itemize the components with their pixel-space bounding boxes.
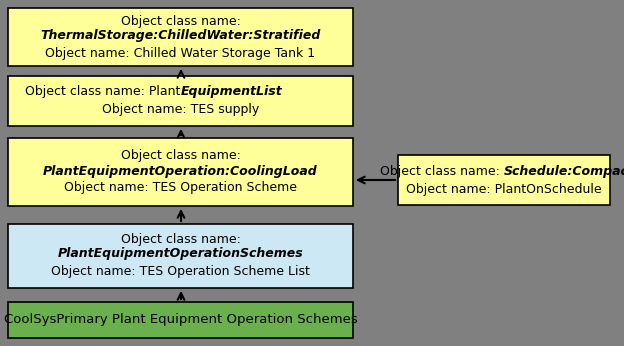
Text: Object class name:: Object class name: xyxy=(120,234,240,246)
Bar xyxy=(8,76,353,126)
Text: Object class name:: Object class name: xyxy=(380,164,504,177)
Text: Object class name: Plant: Object class name: Plant xyxy=(25,85,180,99)
Bar xyxy=(8,8,353,66)
Text: PlantEquipmentOperation:CoolingLoad: PlantEquipmentOperation:CoolingLoad xyxy=(43,164,318,177)
Text: Schedule:Compact: Schedule:Compact xyxy=(504,164,624,177)
Text: Object class name:: Object class name: xyxy=(120,149,240,163)
Bar xyxy=(398,155,610,205)
Text: Object name: TES Operation Scheme: Object name: TES Operation Scheme xyxy=(64,182,297,194)
Text: Object name: PlantOnSchedule: Object name: PlantOnSchedule xyxy=(406,182,602,195)
Text: EquipmentList: EquipmentList xyxy=(180,85,282,99)
Bar xyxy=(8,302,353,338)
Text: PlantEquipmentOperationSchemes: PlantEquipmentOperationSchemes xyxy=(57,247,303,261)
Bar xyxy=(8,224,353,288)
Text: Object name: TES supply: Object name: TES supply xyxy=(102,103,259,117)
Bar xyxy=(8,138,353,206)
Text: CoolSysPrimary Plant Equipment Operation Schemes: CoolSysPrimary Plant Equipment Operation… xyxy=(4,313,358,327)
Text: Object name: TES Operation Scheme List: Object name: TES Operation Scheme List xyxy=(51,265,310,279)
Text: Object class name:: Object class name: xyxy=(120,15,240,27)
Text: ThermalStorage:ChilledWater:Stratified: ThermalStorage:ChilledWater:Stratified xyxy=(41,29,321,43)
Text: Object name: Chilled Water Storage Tank 1: Object name: Chilled Water Storage Tank … xyxy=(46,46,316,60)
